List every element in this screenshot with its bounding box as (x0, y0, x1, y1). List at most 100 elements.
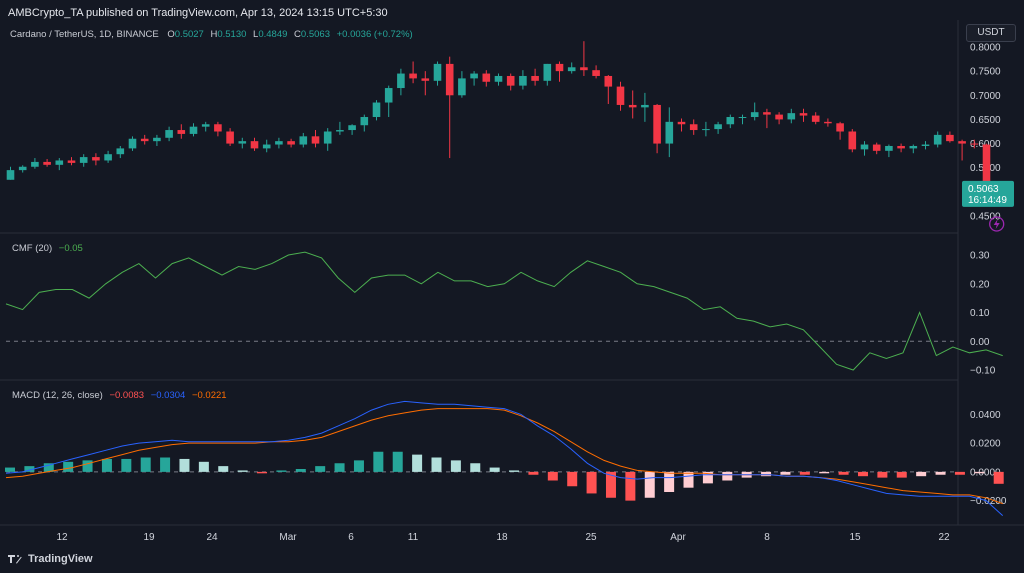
ohlc-change: +0.0036 (+0.72%) (336, 29, 413, 40)
macd-tick-label: 0.0400 (970, 410, 1001, 421)
macd-histogram-bar (993, 471, 1004, 484)
macd-histogram-bar (954, 471, 965, 475)
time-tick-label: 25 (585, 532, 597, 543)
cmf-tick-label: 0.30 (970, 251, 990, 262)
candle-body (238, 141, 247, 144)
macd-histogram-bar (509, 470, 520, 472)
macd-histogram-bar (237, 470, 248, 472)
candle-body (287, 141, 295, 145)
candle-body (872, 144, 881, 151)
macd-histogram-bar (547, 471, 558, 481)
candle-body (909, 145, 918, 149)
macd-histogram-bar (179, 458, 190, 472)
macd-histogram-bar (683, 471, 694, 488)
macd-histogram-bar (140, 457, 151, 472)
candle-body (250, 141, 259, 149)
candle-body (311, 136, 320, 144)
candle-body (689, 124, 698, 131)
candle-body (482, 73, 491, 82)
macd-histogram-bar (334, 463, 345, 472)
last-price-label: 0.5063 (968, 184, 999, 195)
macd-histogram-bar (276, 470, 287, 472)
candle-body (214, 124, 222, 132)
candle-body (409, 73, 417, 79)
cmf-title: CMF (20) (12, 243, 53, 254)
candle-body (128, 138, 137, 149)
tradingview-brand[interactable]: TradingView (8, 553, 93, 565)
macd-histogram-bar (450, 460, 461, 472)
candle-body (79, 157, 88, 163)
candle-body (348, 125, 356, 131)
macd-histogram-bar (5, 467, 15, 472)
cmf-tick-label: 0.10 (970, 308, 990, 319)
candle-body (262, 144, 271, 149)
candle-body (299, 136, 308, 145)
candle-body (555, 63, 564, 72)
candle-body (519, 75, 527, 86)
candle-body (628, 104, 637, 108)
candle-body (958, 141, 966, 144)
price-tick-label: 0.7000 (970, 91, 1001, 102)
time-tick-label: 18 (496, 532, 508, 543)
macd-histogram-bar (974, 471, 985, 474)
macd-histogram-bar (470, 463, 481, 472)
candle-body (946, 134, 954, 142)
macd-histogram-bar (121, 458, 132, 472)
candle-body (323, 131, 332, 144)
time-tick-label: 24 (206, 532, 218, 543)
macd-histogram-bar (63, 461, 74, 472)
macd-legend: MACD (12, 26, close) −0.0083 −0.0304 −0.… (12, 390, 227, 401)
cmf-tick-label: 0.00 (970, 337, 990, 348)
macd-title: MACD (12, 26, close) (12, 390, 103, 401)
candle-body (787, 113, 796, 120)
tradingview-logo-icon (8, 554, 24, 564)
candle-body (604, 75, 613, 87)
macd-signal-line (5, 408, 1003, 505)
cmf-tick-label: 0.20 (970, 279, 990, 290)
macd-tick-label: −0.0200 (970, 496, 1007, 507)
macd-histogram-bar (218, 466, 229, 472)
candle-body (153, 137, 161, 142)
macd-tick-label: 0.0200 (970, 439, 1001, 450)
candle-body (201, 124, 210, 127)
candle-body (116, 148, 125, 155)
macd-hist-value: −0.0083 (109, 390, 145, 401)
macd-histogram-bar (625, 471, 636, 501)
candle-body (641, 104, 649, 108)
price-tick-label: 0.7500 (970, 67, 1001, 78)
candle-body (104, 154, 112, 161)
candle-body (824, 121, 832, 124)
candle-body (726, 117, 735, 125)
candle-body (433, 63, 442, 81)
currency-button[interactable]: USDT (966, 24, 1016, 42)
macd-histogram-bar (373, 451, 384, 472)
macd-histogram-bar (82, 460, 93, 472)
tradingview-brand-label: TradingView (28, 553, 93, 565)
candle-body (653, 104, 661, 144)
symbol-title: Cardano / TetherUS, 1D, BINANCE (10, 29, 159, 40)
macd-histogram-bar (664, 471, 675, 492)
last-price-badge (962, 180, 1014, 207)
candle-body (397, 73, 405, 89)
macd-histogram-bar (761, 471, 772, 477)
candle-body (677, 121, 686, 125)
macd-histogram-bar (257, 471, 268, 474)
time-tick-label: 15 (849, 532, 861, 543)
macd-histogram-bar (528, 471, 539, 475)
candle-body (165, 130, 173, 138)
candle-body (616, 86, 625, 105)
macd-signal-value: −0.0221 (191, 390, 227, 401)
macd-histogram-bar (877, 471, 888, 478)
candle-body (336, 130, 344, 132)
countdown-label: 16:14:49 (968, 195, 1007, 206)
macd-histogram-bar (702, 471, 713, 484)
ohlc-high: 0.5130 (217, 29, 247, 40)
candle-body (982, 144, 991, 189)
macd-histogram-bar (101, 458, 112, 472)
macd-line (5, 400, 1004, 516)
candle-body (921, 144, 930, 146)
candle-body (360, 117, 369, 126)
time-tick-label: 8 (764, 532, 770, 543)
